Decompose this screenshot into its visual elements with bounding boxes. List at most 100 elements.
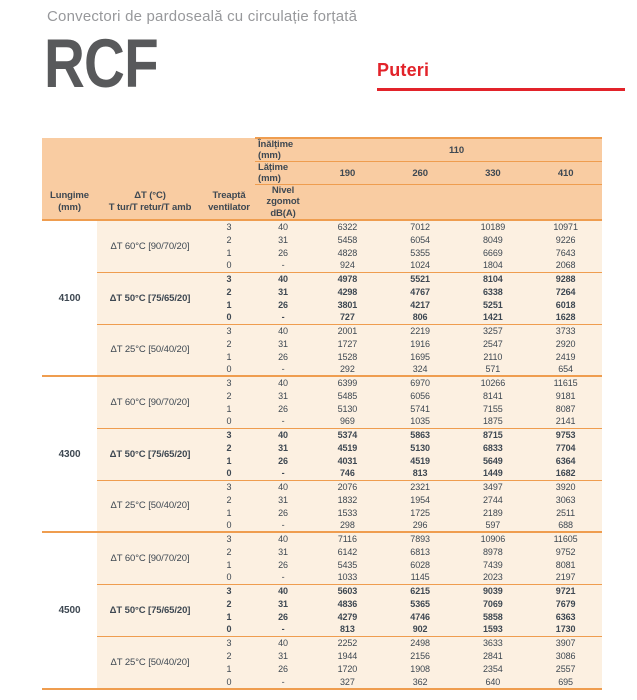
power-value-cell: 2498 (383, 635, 457, 650)
power-value-cell: 8715 (456, 427, 530, 442)
length-cell: 4100 (42, 219, 97, 377)
power-value-cell: 1033 (311, 571, 384, 585)
power-value-cell: 2023 (456, 571, 530, 585)
power-value-cell: 806 (383, 311, 457, 325)
noise-level-cell: 26 (255, 298, 312, 312)
page-subtitle: Convectori de pardoseală cu circulație f… (47, 8, 358, 25)
power-table-wrapper: Înălțime (mm) 110 Lățime (mm) 190 260 33… (42, 137, 602, 691)
power-value-cell: 6018 (529, 298, 602, 312)
power-value-cell: 7679 (529, 597, 602, 611)
power-value-cell: 11605 (529, 531, 602, 546)
delta-t-cell: ΔT 50°C [75/65/20] (97, 427, 203, 481)
length-cell: 4500 (42, 531, 97, 689)
data-row: 2 31 1944 2156 2841 3086 (42, 649, 602, 663)
fan-speed-cell: 2 (203, 285, 256, 299)
power-value-cell: 6338 (456, 285, 530, 299)
fan-speed-cell: 2 (203, 649, 256, 663)
width-value: 330 (456, 161, 530, 185)
fan-speed-column-header: Treaptă ventilator (203, 184, 256, 221)
fan-speed-cell: 0 (203, 467, 256, 481)
noise-level-cell: 31 (255, 337, 312, 351)
fan-speed-cell: 1 (203, 662, 256, 676)
data-row: 1 26 1720 1908 2354 2557 (42, 662, 602, 676)
power-value-cell: 6028 (383, 558, 457, 572)
data-row: 0-327 362 640 695 (42, 675, 602, 689)
power-value-cell: 2511 (529, 506, 602, 520)
power-value-cell: 6813 (383, 545, 457, 559)
noise-level-cell: - (255, 259, 312, 273)
noise-level-cell: - (255, 623, 312, 637)
power-value-cell: 5435 (311, 558, 384, 572)
power-value-cell: 4031 (311, 454, 384, 468)
power-value-cell: 1695 (383, 350, 457, 364)
fan-speed-cell: 2 (203, 597, 256, 611)
noise-level-cell: - (255, 519, 312, 533)
power-value-cell: 4978 (311, 271, 384, 286)
power-value-cell: 10906 (456, 531, 530, 546)
power-value-cell: 7439 (456, 558, 530, 572)
noise-level-cell: 40 (255, 479, 312, 494)
data-row: 2 31 1832 1954 2744 3063 (42, 493, 602, 507)
fan-speed-cell: 2 (203, 441, 256, 455)
fan-speed-cell: 0 (203, 363, 256, 377)
power-value-cell: 654 (529, 363, 602, 377)
power-value-cell: 2744 (456, 493, 530, 507)
power-value-cell: 2076 (311, 479, 384, 494)
power-value-cell: 9181 (529, 389, 602, 403)
fan-speed-cell: 1 (203, 454, 256, 468)
power-value-cell: 4519 (383, 454, 457, 468)
noise-level-cell: 31 (255, 285, 312, 299)
power-value-cell: 4828 (311, 246, 384, 260)
power-value-cell: 746 (311, 467, 384, 481)
power-value-cell: 4746 (383, 610, 457, 624)
power-value-cell: 324 (383, 363, 457, 377)
power-value-cell: 6363 (529, 610, 602, 624)
fan-speed-cell: 2 (203, 337, 256, 351)
noise-level-cell: - (255, 363, 312, 377)
noise-level-cell: - (255, 467, 312, 481)
power-value-cell: 2110 (456, 350, 530, 364)
power-value-cell: 5741 (383, 402, 457, 416)
power-value-cell: 1024 (383, 259, 457, 273)
power-value-cell: 8141 (456, 389, 530, 403)
power-value-cell: 3257 (456, 323, 530, 338)
power-value-cell: 4217 (383, 298, 457, 312)
data-row: 1 26 4828 5355 6669 7643 (42, 246, 602, 260)
fan-speed-cell: 2 (203, 545, 256, 559)
header-blank-cell (42, 161, 256, 185)
power-value-cell: 640 (456, 675, 530, 689)
power-value-cell: 902 (383, 623, 457, 637)
power-value-cell: 8978 (456, 545, 530, 559)
power-value-cell: 1908 (383, 662, 457, 676)
data-row: 0-924 1024 1804 2068 (42, 259, 602, 273)
power-value-cell: 298 (311, 519, 384, 533)
power-value-cell: 7155 (456, 402, 530, 416)
data-row: ΔT 50°C [75/65/20] 3 40 5374 5863 8715 9753 (42, 427, 602, 481)
delta-t-cell: ΔT 50°C [75/65/20] (97, 271, 203, 325)
power-value-cell: 2547 (456, 337, 530, 351)
power-value-cell: 7012 (383, 219, 457, 234)
power-value-cell: 1804 (456, 259, 530, 273)
fan-speed-cell: 1 (203, 298, 256, 312)
power-value-cell: 5858 (456, 610, 530, 624)
power-value-cell: 5649 (456, 454, 530, 468)
power-value-cell: 7893 (383, 531, 457, 546)
fan-speed-cell: 3 (203, 635, 256, 650)
power-value-cell: 6142 (311, 545, 384, 559)
power-value-cell: 9721 (529, 583, 602, 598)
power-value-cell: 1449 (456, 467, 530, 481)
data-row: 4500 ΔT 60°C [90/70/20] 3 40 7116 7893 10906 11… (42, 531, 602, 689)
noise-level-cell: 40 (255, 635, 312, 650)
power-value-cell: 3733 (529, 323, 602, 338)
power-value-cell: 571 (456, 363, 530, 377)
power-table-header: Înălțime (mm) 110 Lățime (mm) 190 260 33… (42, 137, 602, 221)
power-value-cell: 4836 (311, 597, 384, 611)
delta-t-column-header: ΔT (°C) T tur/T retur/T amb (97, 184, 203, 221)
noise-level-cell: 31 (255, 493, 312, 507)
width-value: 260 (383, 161, 457, 185)
power-value-cell: 924 (311, 259, 384, 273)
power-value-cell: 2354 (456, 662, 530, 676)
noise-level-cell: 26 (255, 246, 312, 260)
power-value-cell: 9752 (529, 545, 602, 559)
power-value-cell: 6399 (311, 375, 384, 390)
